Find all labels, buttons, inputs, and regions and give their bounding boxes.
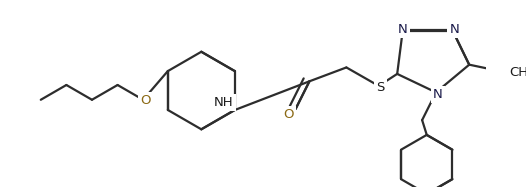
Text: N: N xyxy=(398,23,408,36)
Text: N: N xyxy=(450,23,459,36)
Text: O: O xyxy=(140,94,150,107)
Text: NH: NH xyxy=(214,96,234,109)
Text: CH₃: CH₃ xyxy=(509,66,526,79)
Text: O: O xyxy=(283,108,294,121)
Text: N: N xyxy=(433,88,443,101)
Text: S: S xyxy=(377,81,385,94)
